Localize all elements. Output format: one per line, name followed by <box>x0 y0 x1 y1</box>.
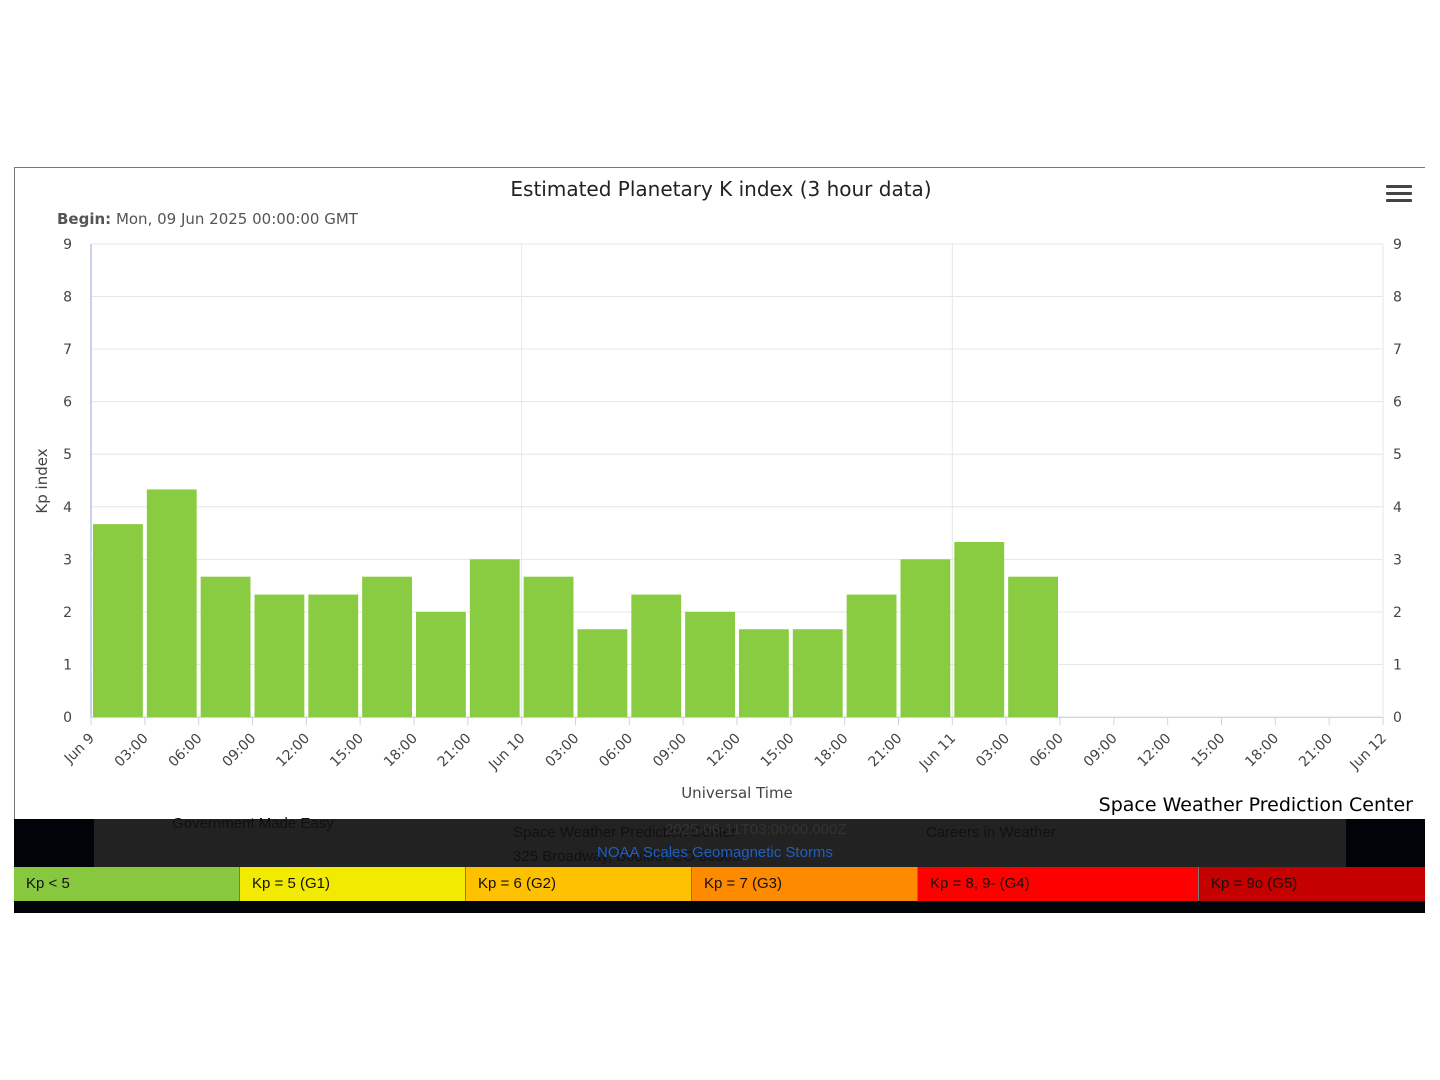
x-tick-label: 18:00 <box>381 731 421 771</box>
y-tick-label-left: 2 <box>63 605 72 621</box>
kp-bar <box>416 611 466 717</box>
y-tick-label-left: 5 <box>63 447 72 463</box>
footer-center-line1: Space Weather Prediction Center <box>513 824 737 841</box>
kp-bar <box>469 559 520 717</box>
x-tick-label: 15:00 <box>1188 731 1228 771</box>
y-tick-label-left: 6 <box>63 395 72 411</box>
x-tick-label: 06:00 <box>596 731 636 771</box>
chart-menu-icon[interactable] <box>1386 185 1412 207</box>
footer-panel <box>94 819 1346 867</box>
footer-center-overlay: 2025-06-11T03:00:00.000Z <box>665 821 847 838</box>
y-tick-label-right: 8 <box>1393 290 1402 306</box>
kp-bar <box>254 594 305 717</box>
noaa-scales-link[interactable]: NOAA Scales Geomagnetic Storms <box>597 844 833 861</box>
x-tick-label: Jun 12 <box>1347 731 1390 774</box>
kp-bar <box>954 541 1005 717</box>
legend-item-g2: Kp = 6 (G2) <box>466 867 692 901</box>
legend-item-g0: Kp < 5 <box>14 867 240 901</box>
y-tick-label-right: 0 <box>1393 710 1402 726</box>
y-tick-label-left: 4 <box>63 500 72 516</box>
x-tick-label: 21:00 <box>1296 731 1336 771</box>
chart-credit[interactable]: Space Weather Prediction Center <box>1098 794 1413 816</box>
x-tick-label: 03:00 <box>973 731 1013 771</box>
y-tick-label-right: 1 <box>1393 657 1402 673</box>
kp-bar <box>792 629 843 717</box>
x-tick-label: Jun 9 <box>61 731 98 768</box>
x-tick-label: 03:00 <box>112 731 152 771</box>
x-tick-label: Jun 10 <box>485 731 528 774</box>
y-tick-label-right: 9 <box>1393 237 1402 253</box>
x-tick-label: 18:00 <box>812 731 852 771</box>
x-axis-title: Universal Time <box>681 784 793 802</box>
y-tick-label-right: 6 <box>1393 395 1402 411</box>
y-tick-label-right: 5 <box>1393 447 1402 463</box>
kp-legend: Kp < 5 Kp = 5 (G1) Kp = 6 (G2) Kp = 7 (G… <box>14 867 1425 901</box>
y-tick-label-left: 7 <box>63 342 72 358</box>
kp-bar <box>308 594 359 717</box>
y-tick-label-right: 7 <box>1393 342 1402 358</box>
kp-bar <box>685 611 735 717</box>
kp-bar <box>1008 576 1058 717</box>
x-tick-label: 09:00 <box>219 731 259 771</box>
kp-bar <box>631 594 682 717</box>
y-tick-label-left: 1 <box>63 657 72 673</box>
x-tick-label: 15:00 <box>327 731 367 771</box>
legend-item-g5: Kp = 9o (G5) <box>1199 867 1425 901</box>
y-tick-label-right: 4 <box>1393 500 1402 516</box>
kp-chart: 0 0 1 1 2 2 3 3 4 4 5 5 6 6 7 7 8 8 9 9 Jun 9 03:00 06:00 09:00… <box>33 177 1402 802</box>
footer-careers-link[interactable]: Careers in Weather <box>926 824 1056 841</box>
y-tick-label-left: 8 <box>63 290 72 306</box>
x-tick-label: 12:00 <box>1135 731 1175 771</box>
x-tick-label: 09:00 <box>1081 731 1121 771</box>
x-tick-label: 21:00 <box>435 731 475 771</box>
kp-bar <box>200 576 251 717</box>
kp-bar <box>93 524 143 717</box>
kp-bar <box>739 629 789 717</box>
y-tick-label-left: 0 <box>63 710 72 726</box>
legend-item-g3: Kp = 7 (G3) <box>692 867 918 901</box>
kp-bar <box>900 559 951 717</box>
kp-bar <box>362 576 412 717</box>
x-tick-label: 12:00 <box>704 731 744 771</box>
x-tick-label: 15:00 <box>758 731 798 771</box>
x-tick-label: 21:00 <box>865 731 905 771</box>
kp-bar <box>846 594 897 717</box>
x-tick-label: 03:00 <box>542 731 582 771</box>
x-tick-label: 06:00 <box>166 731 206 771</box>
kp-bar <box>146 489 197 717</box>
chart-subtitle: Begin: Mon, 09 Jun 2025 00:00:00 GMT <box>57 210 359 228</box>
x-tick-label: 06:00 <box>1027 731 1067 771</box>
x-tick-label: 09:00 <box>650 731 690 771</box>
y-tick-label-left: 9 <box>63 237 72 253</box>
y-tick-label-left: 3 <box>63 552 72 568</box>
y-tick-label-right: 2 <box>1393 605 1402 621</box>
legend-item-g1: Kp = 5 (G1) <box>240 867 466 901</box>
legend-item-g4: Kp = 8, 9- (G4) <box>918 867 1199 901</box>
kp-bar <box>523 576 574 717</box>
y-tick-label-right: 3 <box>1393 552 1402 568</box>
chart-container: 0 0 1 1 2 2 3 3 4 4 5 5 6 6 7 7 8 8 9 9 Jun 9 03:00 06:00 09:00… <box>14 167 1425 819</box>
x-tick-label: Jun 11 <box>916 731 959 774</box>
x-tick-label: 18:00 <box>1242 731 1282 771</box>
footer-left-text[interactable]: Government Made Easy <box>172 815 334 832</box>
y-axis-title: Kp index <box>33 448 51 513</box>
kp-bar <box>577 629 628 717</box>
footer-center-line2: 325 Broadway, Boulder CO 80305 <box>513 848 741 865</box>
x-tick-label: 12:00 <box>273 731 313 771</box>
chart-title: Estimated Planetary K index (3 hour data… <box>510 177 931 201</box>
